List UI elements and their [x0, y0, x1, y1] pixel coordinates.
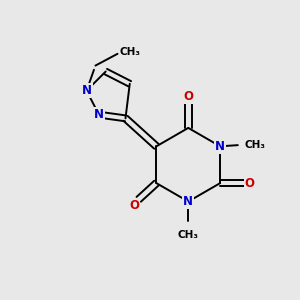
Text: CH₃: CH₃ [244, 140, 266, 150]
Text: N: N [94, 108, 104, 121]
Text: N: N [215, 140, 225, 153]
Text: O: O [183, 90, 193, 103]
Text: CH₃: CH₃ [178, 230, 199, 240]
Text: N: N [183, 195, 193, 208]
Text: O: O [129, 199, 139, 212]
Text: CH₃: CH₃ [120, 47, 141, 57]
Text: O: O [244, 177, 255, 190]
Text: N: N [82, 84, 92, 97]
